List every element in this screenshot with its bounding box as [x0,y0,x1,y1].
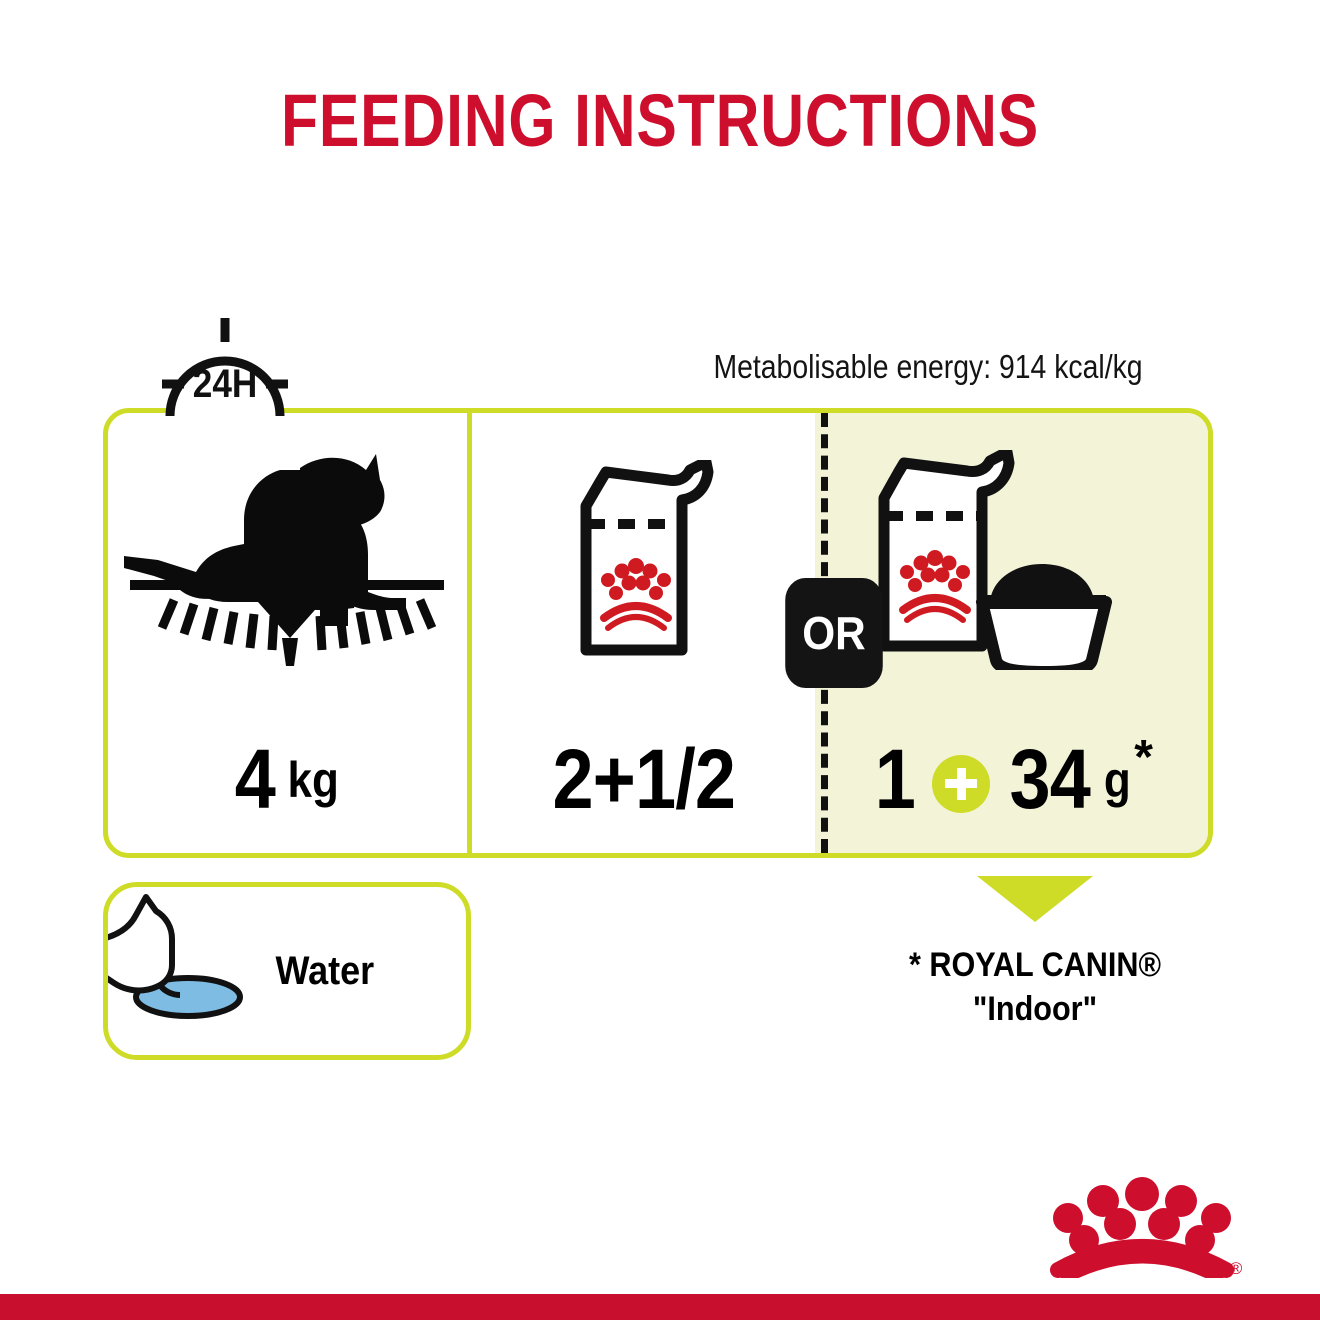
mix-pouch-count: 1 [875,732,916,827]
water-box: Water [100,882,471,1060]
cat-drinking-water-icon [100,894,243,1019]
duration-badge-label: 24H [193,361,258,406]
pouch-art [472,413,816,706]
bottom-accent-bar [0,1294,1320,1320]
water-art [100,887,258,1055]
pouch-and-bowl-art [815,413,1208,706]
table-column-cat-weight: 4 kg [108,413,472,853]
cat-weight-unit: kg [287,751,339,808]
water-label: Water [275,948,375,993]
mix-grams-number: 34 [1009,732,1091,827]
pouch-plus-dry-value: 1 34 g * [815,706,1208,853]
metabolisable-energy-text: Metabolisable energy: 914 kcal/kg [713,348,1143,385]
feeding-table: 4 kg [103,408,1213,858]
crown-logo-on-pouch [599,557,672,631]
pouches-number: 2+1/2 [552,732,736,827]
pouches-value: 2+1/2 [472,706,816,853]
royal-canin-crown-logo: ® [1050,1177,1243,1284]
cat-weight-value: 4 kg [108,706,467,853]
cat-weight-number: 4 [235,732,276,827]
pouch-and-bowl-icon [878,449,1112,670]
footnote-line-1: * ROYAL CANIN® [908,946,1162,984]
food-bowl-icon [975,563,1112,670]
crown-logo-on-pouch-2 [898,549,971,623]
footnote-line-2: "Indoor" [972,989,1098,1028]
mix-grams-unit: g [1103,751,1131,808]
down-arrow-icon [977,876,1093,922]
brand-logo: ® [1046,1174,1246,1284]
page-title: FEEDING INSTRUCTIONS [280,79,1040,162]
footnote-marker: * [1134,731,1153,785]
cat-on-scale-icon [124,454,445,667]
registered-trademark-mark: ® [1230,1259,1243,1278]
table-column-pouches: 2+1/2 [472,413,816,853]
duration-badge-24h: 24H [152,312,298,417]
or-badge: OR [785,578,883,688]
cat-on-scale-art [108,413,467,706]
clock-24h-icon: 24H [162,318,288,417]
pouch-icon [580,459,714,656]
plus-circle-icon [932,754,991,813]
footnote-block: * ROYAL CANIN® "Indoor" [855,876,1215,1031]
